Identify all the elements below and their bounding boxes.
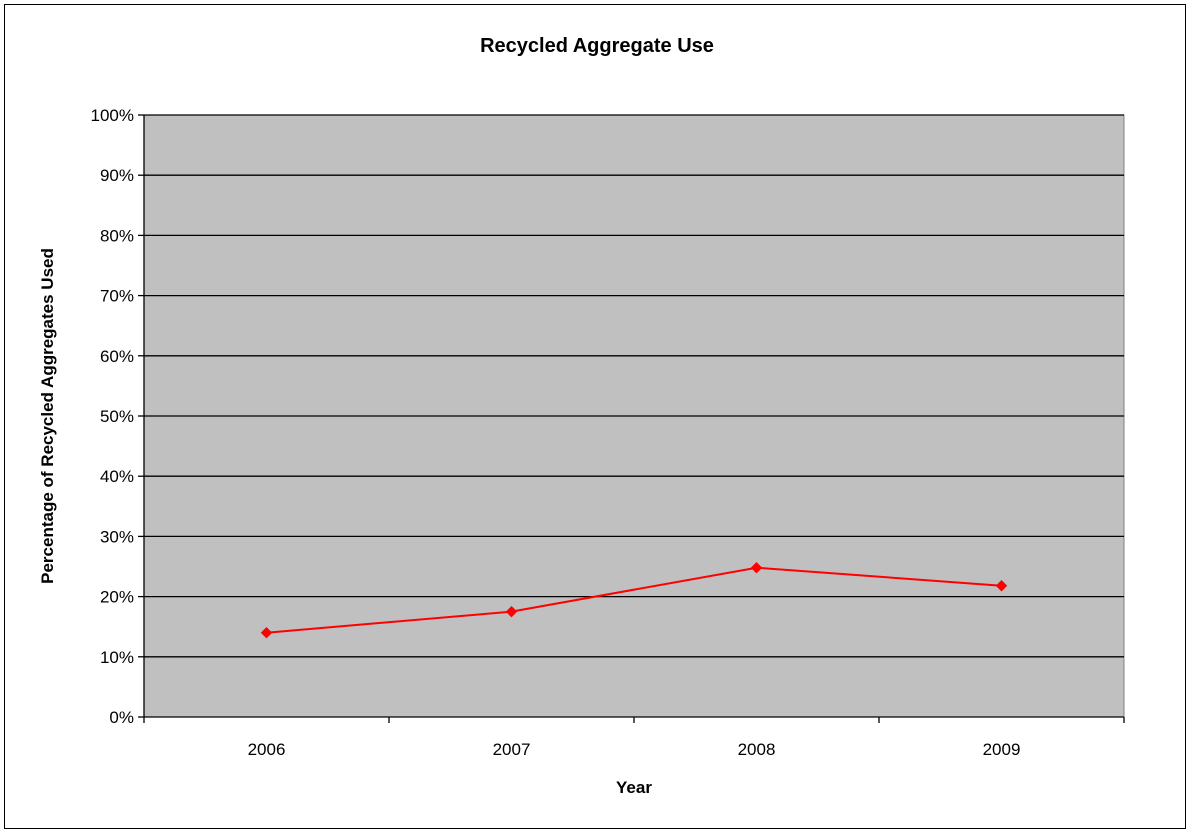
x-tick-label: 2006 [248, 740, 286, 759]
y-tick-label: 90% [100, 166, 134, 185]
chart-title: Recycled Aggregate Use [480, 35, 714, 57]
y-tick-label: 70% [100, 287, 134, 306]
x-axis-ticks: 2006 2007 2008 2009 [143, 717, 1125, 759]
y-tick-label: 80% [100, 226, 134, 245]
series-group [260, 561, 1008, 639]
x-tick-label: 2007 [493, 740, 531, 759]
y-tick-label: 20% [100, 588, 134, 607]
y-tick-label: 60% [100, 347, 134, 366]
data-point-marker [995, 580, 1008, 592]
y-tick-label: 40% [100, 467, 134, 486]
y-tick-label: 50% [100, 407, 134, 426]
y-axis-ticks: 0% 10% 20% 30% 40% 50% 60% 70% 80% 90% 100% [91, 106, 144, 727]
y-tick-label: 0% [109, 708, 134, 727]
y-axis-label: Percentage of Recycled Aggregates Used [38, 248, 57, 584]
x-tick-label: 2009 [983, 740, 1021, 759]
data-point-marker [750, 561, 763, 574]
x-tick-label: 2008 [738, 740, 776, 759]
series-line [266, 566, 1002, 634]
data-point-marker [505, 605, 518, 618]
y-tick-label: 100% [91, 106, 134, 125]
y-tick-label: 30% [100, 527, 134, 546]
y-tick-label: 10% [100, 648, 134, 667]
x-axis-label: Year [616, 778, 652, 797]
data-point-marker [260, 627, 273, 639]
gridlines [144, 114, 1124, 658]
